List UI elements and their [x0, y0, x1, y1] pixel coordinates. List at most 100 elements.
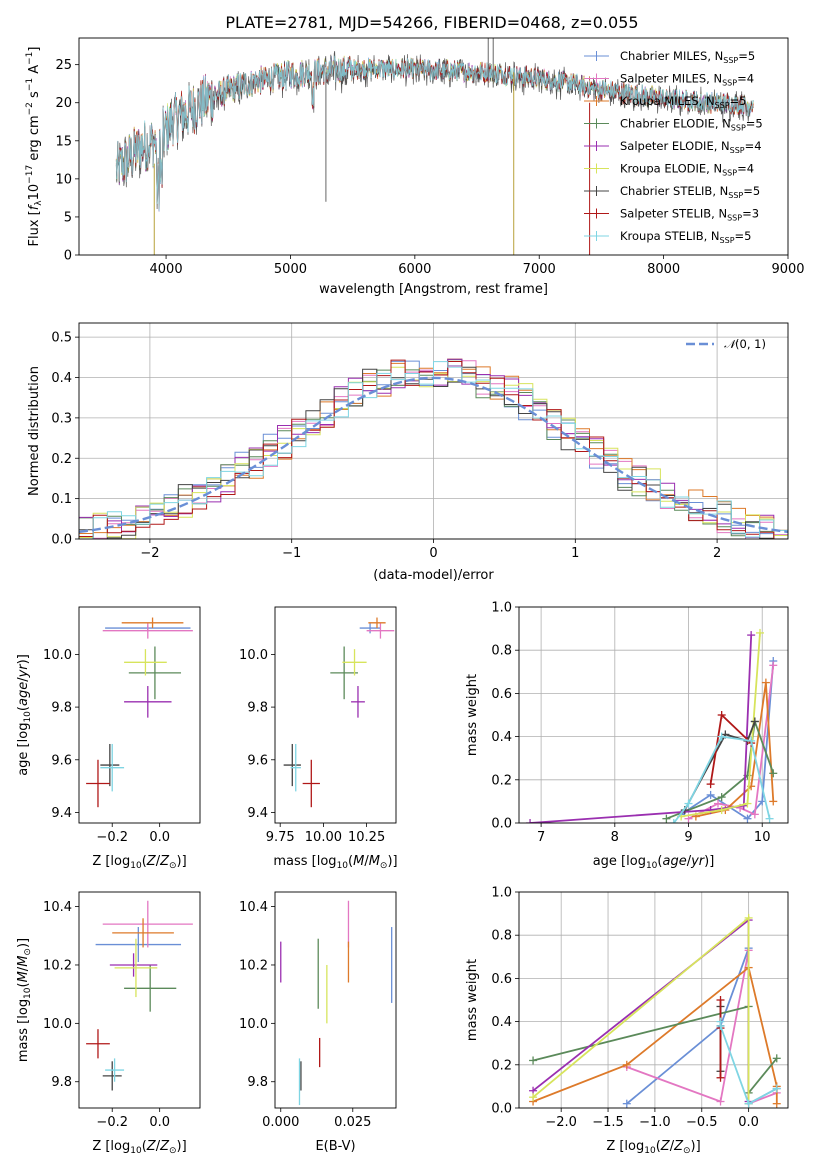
x-tick-label: 6000: [398, 262, 431, 277]
error-bar-6: [114, 938, 158, 998]
error-bar-9: [100, 743, 125, 792]
y-tick-label: 10.4: [239, 900, 268, 915]
x-tick-label: 5000: [274, 262, 307, 277]
error-bar-3: [368, 617, 386, 629]
x-tick-label: −0.5: [686, 1115, 718, 1130]
error-bar-6: [124, 649, 167, 676]
y-tick-label: 0.4: [491, 1015, 512, 1030]
x-tick-label: 9: [684, 830, 692, 845]
y-tick-label: 9.6: [247, 753, 268, 768]
y-tick-label: 10.0: [43, 648, 72, 663]
x-tick-label: 9.75: [266, 830, 295, 845]
y-tick-label: 0.0: [51, 533, 72, 548]
y-tick-label: 0.6: [491, 687, 512, 702]
x-tick-label: 0.025: [334, 1115, 371, 1130]
y-tick-label: 0.4: [51, 371, 72, 386]
y-tick-label: 0.0: [491, 817, 512, 832]
error-bar-2: [102, 900, 193, 948]
x-tick-label: 9000: [771, 262, 804, 277]
axes-frame: [78, 606, 201, 824]
legend-label: Salpeter MILES, NSSP=4: [620, 72, 754, 88]
x-axis-label: E(B-V): [315, 1139, 355, 1154]
error-bar-4: [128, 646, 182, 700]
axes-frame: [518, 891, 789, 1109]
error-bars: [86, 900, 193, 1091]
x-tick-label: −1.5: [592, 1115, 624, 1130]
error-bar-5: [124, 686, 172, 718]
error-bar-3: [112, 918, 174, 948]
x-tick-label: 0.0: [738, 1115, 759, 1130]
y-tick-label: 0: [64, 249, 72, 264]
x-tick-label: 7: [537, 830, 545, 845]
y-axis-label: mass [log10(M/M⊙)]: [16, 938, 33, 1062]
y-tick-label: 9.8: [247, 701, 268, 716]
x-tick-label: 7000: [523, 262, 556, 277]
y-tick-label: 9.8: [51, 701, 72, 716]
y-tick-label: 0.1: [51, 492, 72, 507]
y-tick-label: 9.4: [247, 806, 268, 821]
panel-massweight-vs-Z: −2.0 −1.5 −1.0 −0.5 0.0 0.0 0.2 0.4 0.6 0.8 1.0 Z […: [465, 886, 789, 1156]
error-bar-9: [105, 1058, 125, 1082]
histograms: [79, 358, 788, 539]
x-tick-label: 10.25: [348, 830, 385, 845]
error-bar-6: [342, 649, 367, 676]
x-tick-label: −1.0: [639, 1115, 671, 1130]
x-axis-label: Z [log10(Z/Z⊙)]: [92, 854, 186, 871]
x-axis-label: (data-model)/error: [373, 568, 494, 583]
x-tick-label: −2: [140, 546, 159, 561]
y-tick-label: 0.2: [51, 452, 72, 467]
panel-mass-vs-ebv: 0.000 0.025 9.8 10.0 10.2 10.4 E(B-V): [239, 891, 397, 1154]
x-axis-label: Z [log10(Z/Z⊙)]: [606, 1139, 700, 1156]
weight-lines: [526, 628, 778, 823]
axes-frame: [274, 891, 397, 1109]
y-tick-label: 10.0: [239, 648, 268, 663]
weight-series-2: [684, 661, 778, 823]
legend-label: 𝒩(0, 1): [724, 337, 766, 351]
legend: 𝒩(0, 1): [686, 337, 766, 351]
x-axis-label: mass [log10(M/M⊙)]: [273, 854, 397, 871]
error-bar-8: [302, 759, 320, 808]
weight-line: [688, 665, 775, 820]
y-axis-label: mass weight: [465, 674, 480, 756]
x-tick-label: 8000: [647, 262, 680, 277]
y-tick-label: 0.8: [491, 644, 512, 659]
y-tick-label: 0.3: [51, 411, 72, 426]
x-tick-label: 2: [713, 546, 721, 561]
x-axis-label: wavelength [Angstrom, rest frame]: [319, 282, 548, 297]
y-axis-label: mass weight: [465, 959, 480, 1041]
x-axis-label: Z [log10(Z/Z⊙)]: [92, 1139, 186, 1156]
x-tick-label: 10: [754, 830, 771, 845]
error-bar-2: [366, 622, 395, 639]
y-tick-label: 1.0: [491, 601, 512, 616]
y-tick-label: 10.2: [239, 958, 268, 973]
y-axis-label: Normed distribution: [27, 366, 42, 496]
axes-frame: [518, 606, 789, 824]
axes-frame: [78, 891, 201, 1109]
weight-line: [684, 721, 756, 811]
error-bar-7: [283, 743, 301, 787]
legend-label: Chabrier STELIB, NSSP=5: [620, 184, 760, 200]
y-axis-label: Flux [fλ10−17 erg cm−2 s−1 A−1]: [25, 47, 44, 247]
error-bar-9: [290, 743, 301, 792]
legend-label: Salpeter ELODIE, NSSP=4: [620, 139, 762, 155]
error-bar-4: [330, 646, 358, 700]
weight-line: [680, 632, 761, 818]
y-tick-label: 0.4: [491, 730, 512, 745]
error-bars: [283, 617, 395, 808]
axes-frame: [274, 606, 397, 824]
legend: Chabrier MILES, NSSP=5 Salpeter MILES, NS…: [584, 49, 763, 245]
x-tick-label: 4000: [150, 262, 183, 277]
weight-series-9: [716, 1017, 781, 1108]
error-bar-3: [121, 617, 184, 629]
axes-frame: [78, 37, 789, 256]
spectrum-lines: [115, 38, 754, 255]
y-axis-label: age [log10(age/yr)]: [16, 654, 33, 776]
panel-mass-vs-Z: −0.2 0.0 9.8 10.0 10.2 10.4 Z [log10(Z/Z⊙)] mas…: [16, 891, 201, 1156]
legend-label: Kroupa ELODIE, NSSP=4: [620, 162, 754, 178]
y-tick-label: 20: [55, 96, 72, 111]
panel-residual-hist: −2 −1 0 1 2 0.0 0.1 0.2 0.3 0.4 0.5 (data-model)/er…: [27, 322, 789, 583]
y-tick-label: 0.5: [51, 331, 72, 346]
x-tick-label: −1: [282, 546, 301, 561]
weight-series-5: [529, 916, 753, 1106]
figure-title: PLATE=2781, MJD=54266, FIBERID=0468, z=0…: [225, 13, 638, 32]
